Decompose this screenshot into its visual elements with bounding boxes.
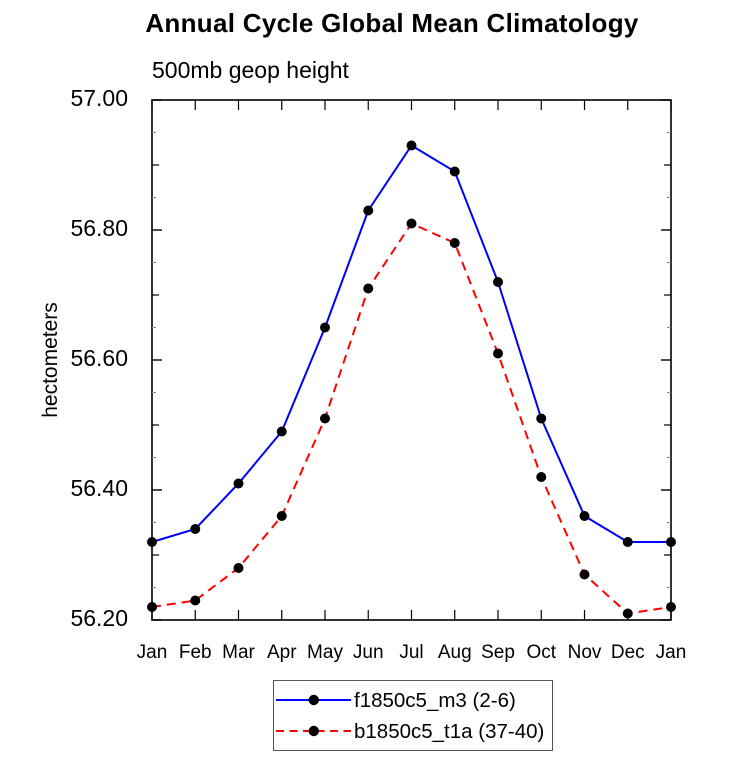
svg-text:May: May — [307, 642, 343, 663]
svg-text:56.80: 56.80 — [70, 215, 128, 241]
svg-text:b1850c5_t1a (37-40): b1850c5_t1a (37-40) — [354, 720, 544, 743]
svg-text:f1850c5_m3 (2-6): f1850c5_m3 (2-6) — [354, 689, 516, 712]
svg-text:Aug: Aug — [438, 642, 472, 663]
svg-text:56.20: 56.20 — [70, 605, 128, 631]
svg-text:Apr: Apr — [267, 642, 297, 663]
svg-text:Jan: Jan — [656, 642, 687, 663]
svg-text:Dec: Dec — [611, 642, 645, 663]
svg-text:Oct: Oct — [526, 642, 556, 663]
svg-text:56.60: 56.60 — [70, 345, 128, 371]
svg-text:Jun: Jun — [353, 642, 384, 663]
svg-text:Sep: Sep — [481, 642, 515, 663]
svg-text:57.00: 57.00 — [70, 85, 128, 111]
svg-text:Mar: Mar — [222, 642, 255, 663]
svg-text:56.40: 56.40 — [70, 475, 128, 501]
svg-text:Nov: Nov — [568, 642, 602, 663]
svg-text:Feb: Feb — [179, 642, 212, 663]
svg-text:Jul: Jul — [399, 642, 423, 663]
svg-text:Jan: Jan — [137, 642, 168, 663]
